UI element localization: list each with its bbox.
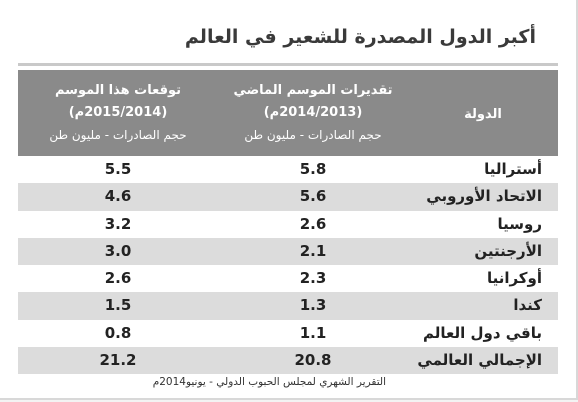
table-row: باقي دول العالم 1.1 0.8: [18, 320, 558, 347]
source-note: التقرير الشهري لمجلس الحبوب الدولي - يون…: [152, 376, 386, 388]
last-season-cell: 20.8: [294, 351, 332, 370]
this-season-cell: 2.6: [104, 269, 132, 288]
header-last-season-unit: حجم الصادرات - مليون طن: [244, 128, 382, 142]
country-cell: الأرجنتين: [474, 241, 542, 260]
header-this-season-years: (2015/2014م): [68, 105, 168, 120]
table-row: أستراليا 5.8 5.5: [18, 156, 558, 183]
this-season-cell: 3.2: [104, 214, 132, 233]
title-divider: [18, 63, 558, 66]
header-last-season: تقديرات الموسم الماضي (2014/2013م) حجم ا…: [218, 70, 408, 156]
table-row: الاتحاد الأوروبي 5.6 4.6: [18, 183, 558, 211]
table-row-total: الإجمالي العالمي 20.8 21.2: [18, 347, 558, 375]
this-season-cell: 0.8: [104, 323, 132, 342]
last-season-cell: 1.3: [299, 296, 327, 315]
country-cell: الإجمالي العالمي: [417, 351, 542, 370]
header-country-label: الدولة: [464, 107, 502, 122]
table-row: أوكرانيا 2.3 2.6: [18, 265, 558, 292]
header-country: الدولة: [408, 70, 558, 156]
country-cell: أوكرانيا: [486, 269, 542, 288]
country-cell: روسيا: [497, 214, 542, 233]
table-title: أكبر الدول المصدرة للشعير في العالم: [184, 26, 536, 48]
last-season-cell: 5.8: [299, 160, 327, 178]
header-this-season: توقعات هذا الموسم (2015/2014م) حجم الصاد…: [18, 70, 218, 156]
last-season-cell: 2.1: [299, 241, 327, 260]
exports-table: الدولة تقديرات الموسم الماضي (2014/2013م…: [18, 70, 558, 375]
header-this-season-title: توقعات هذا الموسم: [54, 83, 182, 98]
last-season-cell: 5.6: [299, 187, 327, 206]
last-season-cell: 2.6: [299, 214, 327, 233]
table-row: كندا 1.3 1.5: [18, 292, 558, 320]
table-row: الأرجنتين 2.1 3.0: [18, 237, 558, 266]
table-header: الدولة تقديرات الموسم الماضي (2014/2013م…: [18, 70, 558, 156]
header-last-season-years: (2014/2013م): [263, 105, 363, 120]
country-cell: باقي دول العالم: [422, 323, 542, 342]
this-season-cell: 1.5: [104, 296, 132, 315]
this-season-cell: 21.2: [99, 351, 137, 370]
header-this-season-unit: حجم الصادرات - مليون طن: [49, 128, 187, 142]
last-season-cell: 2.3: [299, 269, 327, 288]
country-cell: كندا: [513, 296, 542, 315]
table-row: روسيا 2.6 3.2: [18, 211, 558, 238]
last-season-cell: 1.1: [299, 323, 327, 342]
header-last-season-title: تقديرات الموسم الماضي: [233, 83, 393, 98]
this-season-cell: 5.5: [104, 160, 132, 178]
this-season-cell: 4.6: [104, 187, 132, 206]
country-cell: الاتحاد الأوروبي: [426, 187, 542, 206]
this-season-cell: 3.0: [104, 241, 132, 260]
country-cell: أستراليا: [484, 160, 542, 178]
